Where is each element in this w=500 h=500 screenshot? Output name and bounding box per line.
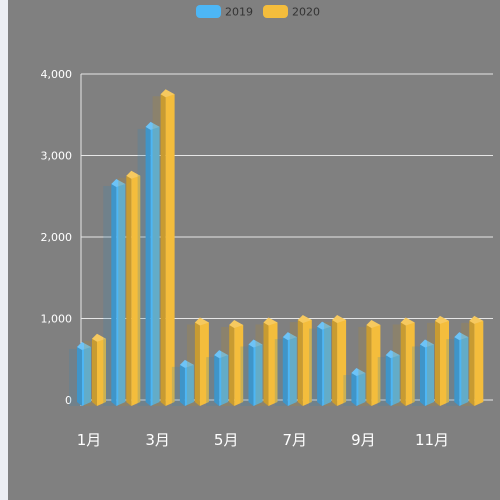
bar-2019-9月[interactable] [343, 368, 366, 406]
bar-2020-10月[interactable] [392, 317, 415, 407]
bar-2019-11月[interactable] [412, 339, 434, 406]
bar-2019-5月[interactable] [206, 350, 229, 406]
bars [69, 89, 484, 407]
x-tick-label: 5月 [214, 431, 239, 449]
legend-label-2020: 2020 [292, 6, 320, 19]
x-axis: 1月 3月 5月 7月 9月 11月 [77, 431, 449, 449]
bar-2020-8月[interactable] [324, 315, 347, 406]
bar-2019-4月[interactable] [171, 359, 194, 406]
legend-label-2019: 2019 [225, 6, 253, 19]
legend-swatch-2020 [263, 5, 288, 18]
legend-item-2020[interactable]: 2020 [263, 5, 320, 19]
bar-2019-7月[interactable] [274, 332, 297, 406]
bar-2019-8月[interactable] [309, 321, 332, 406]
y-tick-label: 2,000 [41, 231, 73, 244]
bar-2020-1月[interactable] [84, 333, 106, 406]
bar-2019-3月[interactable] [137, 121, 160, 407]
bar-2020-11月[interactable] [427, 315, 449, 406]
bar-2020-2月[interactable] [118, 170, 141, 406]
x-tick-label: 11月 [415, 431, 449, 449]
bar-chart: 2019 2020 0 1,000 2,000 3,000 4,000 1月 3月 5月 7月… [41, 5, 493, 449]
bar-2020-3月[interactable] [152, 89, 175, 407]
bar-2019-10月[interactable] [377, 350, 400, 406]
chart-panel: 2019 2020 0 1,000 2,000 3,000 4,000 1月 3月 5月 7月… [8, 0, 500, 500]
bar-2020-4月[interactable] [186, 317, 209, 407]
x-tick-label: 1月 [77, 431, 102, 449]
y-tick-label: 1,000 [41, 313, 73, 326]
bar-2020-7月[interactable] [289, 315, 312, 406]
legend-item-2019[interactable]: 2019 [196, 5, 253, 19]
x-tick-label: 3月 [145, 431, 170, 449]
x-tick-label: 9月 [351, 431, 376, 449]
legend-swatch-2019 [196, 5, 221, 18]
x-tick-label: 7月 [283, 431, 308, 449]
bar-2019-6月[interactable] [240, 339, 263, 406]
bar-2020-12月[interactable] [461, 315, 484, 406]
bar-2020-5月[interactable] [221, 319, 244, 406]
bar-2020-6月[interactable] [255, 317, 278, 407]
y-tick-label: 3,000 [41, 150, 73, 163]
bar-2020-9月[interactable] [358, 319, 381, 406]
y-tick-label: 0 [65, 394, 72, 407]
bar-2019-12月[interactable] [446, 332, 469, 406]
bar-2019-2月[interactable] [103, 178, 126, 406]
legend: 2019 2020 [196, 5, 320, 19]
bar-2019-1月[interactable] [69, 341, 91, 406]
y-tick-label: 4,000 [41, 68, 73, 81]
